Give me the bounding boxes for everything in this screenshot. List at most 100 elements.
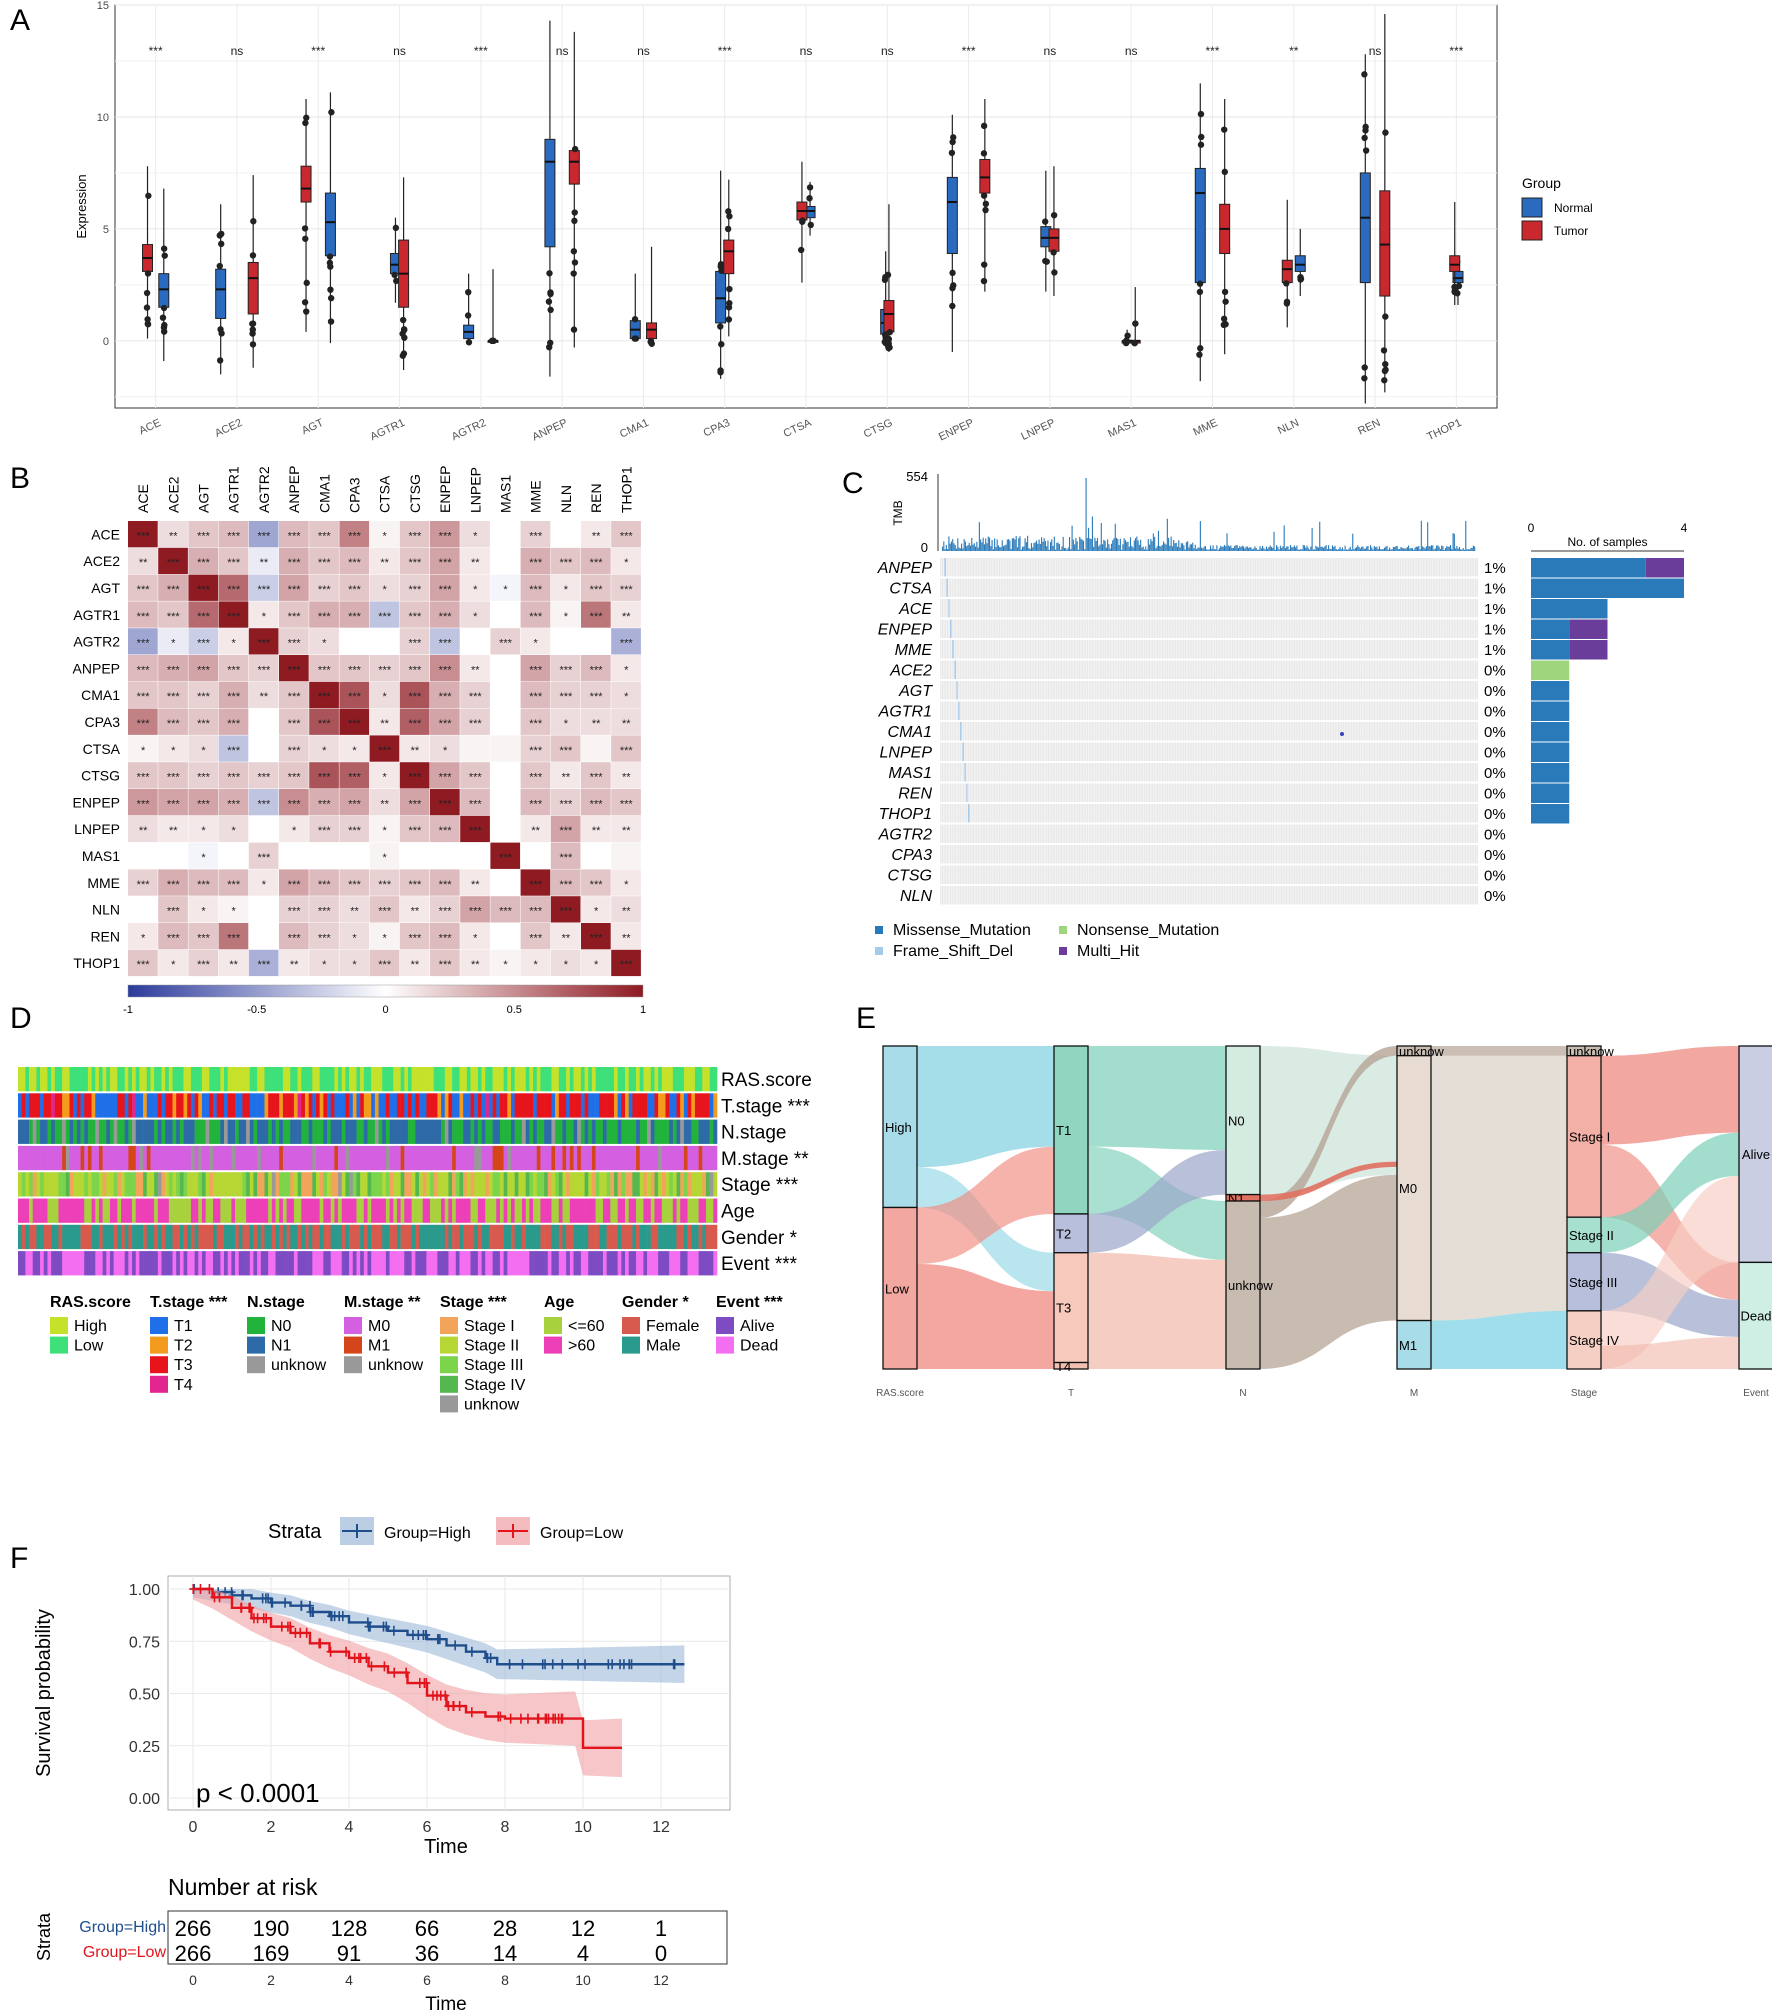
annotation-cell (621, 1224, 626, 1250)
annotation-cell (29, 1093, 34, 1118)
outlier (949, 302, 956, 310)
gene-label: MME (895, 642, 933, 659)
annotation-cell (54, 1198, 59, 1223)
significance-star: *** (590, 879, 604, 891)
outlier (1361, 71, 1368, 78)
annotation-cell (389, 1067, 394, 1092)
censor-mark (367, 1661, 376, 1672)
significance-star: *** (167, 718, 181, 730)
tmb-bar (1438, 546, 1440, 551)
annotation-cell (466, 1145, 471, 1171)
tmb-bar (1023, 546, 1025, 551)
annotation-cell (341, 1119, 346, 1144)
annotation-cell (334, 1093, 339, 1118)
annotation-cell (209, 1172, 214, 1197)
annotation-cell (293, 1093, 298, 1118)
outlier (545, 343, 553, 351)
annotation-cell (463, 1119, 468, 1144)
annotation-cell (385, 1119, 390, 1144)
alluvial-flow (917, 1264, 1054, 1369)
annotation-cell (132, 1172, 137, 1197)
outlier (717, 368, 724, 376)
annotation-cell (647, 1067, 652, 1092)
tmb-bar (1321, 546, 1323, 551)
panel-e-alluvial: HighLowT1T2T3T4N0N1unknowunknowM0M1unkno… (876, 1044, 1772, 1399)
significance-star: *** (529, 798, 543, 810)
outlier (1283, 280, 1290, 287)
heatmap-cell (188, 628, 219, 655)
significance-star: *** (137, 584, 151, 596)
annotation-cell (407, 1251, 412, 1276)
tmb-bar (947, 549, 949, 551)
track-label: Stage *** (721, 1175, 799, 1196)
annotation-cell (341, 1172, 346, 1197)
annotation-cell (621, 1251, 626, 1276)
annotation-cell (639, 1251, 644, 1276)
annotation-cell (135, 1224, 140, 1250)
significance-star: *** (167, 932, 181, 944)
annotation-cell (514, 1145, 519, 1171)
heatmap-cell (248, 842, 279, 869)
annotation-cell (29, 1067, 34, 1092)
y-tick-label: 0.00 (129, 1791, 160, 1808)
tmb-bar (1212, 545, 1214, 551)
y-axis-label: Expression (74, 174, 89, 238)
annotation-cell (367, 1145, 372, 1171)
risk-value-low: 0 (655, 1941, 667, 1966)
heatmap-cell (550, 923, 581, 950)
tmb-bar (1244, 548, 1246, 551)
annotation-cell (389, 1172, 394, 1197)
annotation-cell (558, 1145, 563, 1171)
annotation-cell (282, 1119, 287, 1144)
outlier (1361, 364, 1368, 371)
annotation-cell (279, 1172, 284, 1197)
node-label: N0 (1228, 1113, 1245, 1128)
annotation-cell (510, 1198, 515, 1223)
outlier (547, 306, 554, 314)
annotation-cell (146, 1067, 151, 1092)
tmb-bar (1072, 539, 1074, 551)
alluvial-node (882, 1206, 918, 1370)
annotation-cell (279, 1145, 284, 1171)
annotation-cell (639, 1067, 644, 1092)
annotation-cell (43, 1067, 48, 1092)
outlier (884, 271, 892, 279)
tmb-bar (1109, 548, 1111, 551)
heatmap-cell (399, 949, 430, 977)
annotation-cell (669, 1198, 674, 1223)
annotation-cell (220, 1172, 225, 1197)
significance-star: *** (408, 718, 422, 730)
annotation-cell (128, 1172, 133, 1197)
annotation-cell (680, 1251, 685, 1276)
annotation-cell (584, 1145, 589, 1171)
heatmap-cell (128, 628, 158, 655)
annotation-cell (463, 1145, 468, 1171)
censor-mark (354, 1652, 363, 1663)
outlier (725, 208, 732, 215)
heatmap-cell (128, 655, 158, 682)
significance-star: *** (227, 718, 241, 730)
annotation-cell (639, 1119, 644, 1144)
annotation-cell (84, 1067, 89, 1092)
annotation-cell (231, 1198, 236, 1223)
annotation-cell (58, 1224, 63, 1250)
outlier (399, 316, 407, 324)
heatmap-cell (158, 896, 188, 923)
annotation-cell (98, 1119, 103, 1144)
tmb-bar (1423, 547, 1425, 551)
significance-label: ns (1044, 44, 1057, 58)
heatmap-cell (430, 547, 460, 575)
outlier (302, 235, 309, 242)
outlier (391, 271, 398, 279)
mutation-cell (966, 783, 968, 802)
row-label: LNPEP (74, 821, 120, 837)
annotation-cell (308, 1198, 313, 1223)
row-label: THOP1 (73, 955, 120, 971)
risk-x-tick: 2 (267, 1972, 275, 1988)
annotation-cell (577, 1093, 582, 1118)
significance-star: *** (288, 584, 302, 596)
box-normal-AGTR1 (389, 217, 401, 303)
annotation-cell (669, 1224, 674, 1250)
annotation-cell (507, 1172, 512, 1197)
